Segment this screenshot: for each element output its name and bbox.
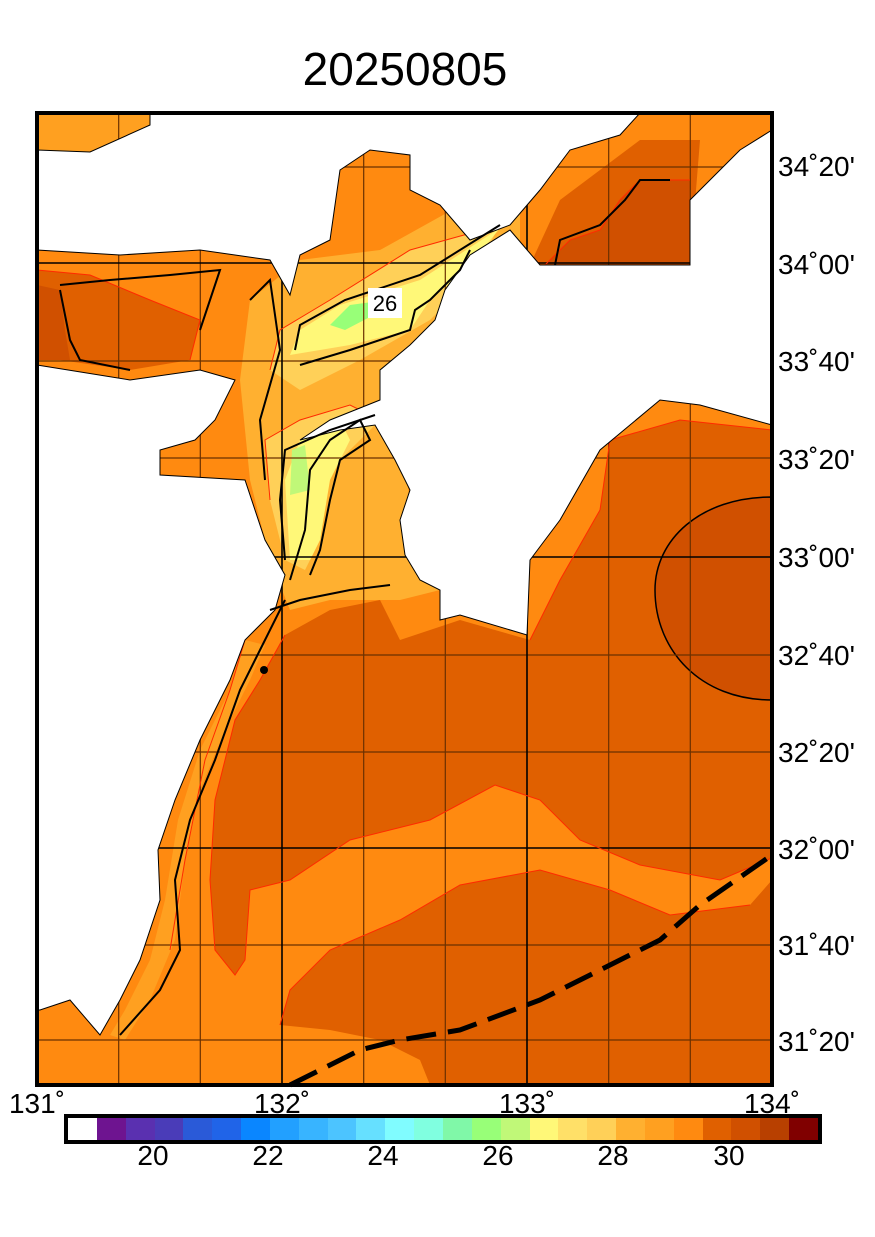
colorbar-swatch [558, 1118, 588, 1140]
colorbar-swatch [68, 1118, 97, 1140]
lat-label: 34˚00' [778, 249, 855, 280]
lat-label: 31˚20' [778, 1026, 855, 1057]
colorbar-swatch [644, 1118, 674, 1140]
colorbar-swatch [529, 1118, 559, 1140]
sea-30-5c-suonada [37, 285, 70, 360]
contour-label: 26 [373, 291, 397, 316]
sea-30c-main [210, 420, 772, 975]
colorbar-swatch [327, 1118, 357, 1140]
colorbar-swatch [356, 1118, 386, 1140]
lat-label: 31˚40' [778, 930, 855, 961]
land-kyushu [36, 364, 286, 1036]
sea-30-5c-warm-core [654, 496, 772, 701]
lat-label: 32˚00' [778, 834, 855, 865]
isotherms [59, 179, 670, 1036]
colorbar-swatch [471, 1118, 501, 1140]
sea-30-5c-topright [545, 180, 690, 265]
sea-26c-north [330, 302, 372, 330]
colorbar-swatch [298, 1118, 328, 1140]
isolines-half-degree [37, 179, 772, 1026]
lat-label: 34˚20' [778, 151, 855, 182]
colorbar-swatch [789, 1118, 818, 1140]
lon-label: 131˚ [8, 1088, 66, 1119]
lon-label: 134˚ [743, 1088, 801, 1119]
colorbar-tick-label: 26 [482, 1140, 514, 1171]
colorbar-swatch [587, 1118, 617, 1140]
colorbar-swatch [731, 1118, 761, 1140]
colorbar-swatch [183, 1118, 213, 1140]
sea-30c-south [280, 870, 772, 1085]
colorbar-swatch [702, 1118, 732, 1140]
colorbar-swatch [125, 1118, 155, 1140]
colorbar-swatch [442, 1118, 472, 1140]
colorbar-swatch [241, 1118, 270, 1140]
colorbar [64, 1114, 822, 1144]
colorbar-tick-label: 30 [713, 1140, 745, 1171]
lat-label: 33˚00' [778, 542, 855, 573]
colorbar-swatch [760, 1118, 790, 1140]
colorbar-swatch [269, 1118, 299, 1140]
lat-label: 33˚40' [778, 346, 855, 377]
colorbar-tick-label: 28 [597, 1140, 629, 1171]
colorbar-swatch [616, 1118, 645, 1140]
land [36, 112, 773, 1036]
colorbar-swatch [212, 1118, 242, 1140]
lat-label: 32˚20' [778, 737, 855, 768]
colorbar-tick-label: 22 [252, 1140, 284, 1171]
lon-label: 132˚ [253, 1088, 311, 1119]
colorbar-swatch [500, 1118, 530, 1140]
station-marker [260, 666, 268, 674]
map-frame [35, 111, 774, 1087]
kuroshio-axis-line [288, 852, 774, 1088]
colorbar-swatch [414, 1118, 443, 1140]
colorbar-swatch [673, 1118, 703, 1140]
colorbar-swatch [154, 1118, 184, 1140]
lat-label: 32˚40' [778, 640, 855, 671]
colorbar-swatch [385, 1118, 415, 1140]
colorbar-swatch [96, 1118, 126, 1140]
lat-label: 33˚20' [778, 444, 855, 475]
sea-coastal-strip [110, 640, 265, 1040]
contour-label-box [368, 288, 402, 318]
colorbar-tick-label: 20 [137, 1140, 169, 1171]
colorbar-tick-label: 24 [367, 1140, 399, 1171]
lon-label: 133˚ [498, 1088, 556, 1119]
map-title: 20250805 [302, 43, 508, 95]
